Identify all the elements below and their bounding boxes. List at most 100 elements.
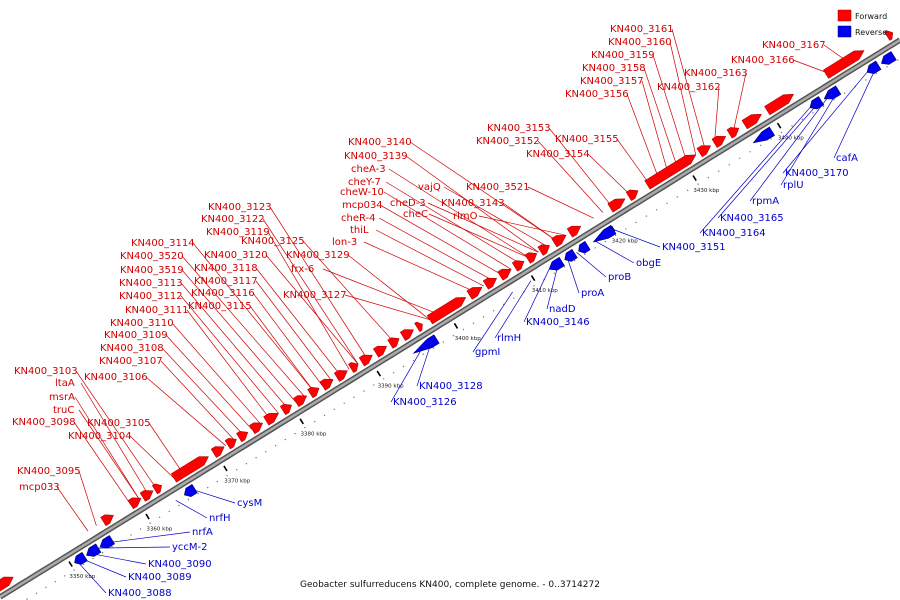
guide-dot — [635, 221, 637, 224]
reverse-gene-label: nadD — [549, 304, 576, 315]
forward-gene-arrow — [127, 497, 142, 510]
kbp-tick-label: 3380 kbp — [301, 431, 327, 437]
kbp-tick-label: 3390 kbp — [378, 384, 404, 390]
guide-dot — [492, 310, 495, 312]
kbp-tick-mark — [223, 465, 228, 472]
forward-gene-label: KN400_3110 — [110, 318, 174, 329]
guide-dot — [645, 215, 648, 217]
forward-leader-line — [302, 240, 395, 343]
forward-leader-line — [714, 86, 720, 144]
guide-dot — [442, 341, 445, 343]
forward-gene-arrow — [466, 287, 483, 300]
reverse-leader-line — [98, 546, 171, 549]
guide-dot — [822, 105, 825, 108]
forward-gene-arrow — [711, 136, 727, 148]
reverse-leader-line — [833, 66, 877, 159]
forward-leader-line — [385, 181, 521, 264]
reverse-leader-line — [192, 489, 236, 504]
forward-gene-label: frx-6 — [291, 264, 314, 275]
forward-gene-label: KN400_3521 — [466, 182, 530, 193]
guide-dot — [697, 183, 699, 185]
forward-gene-label: truC — [53, 405, 74, 416]
forward-gene-arrow — [566, 225, 582, 238]
forward-gene-label: cheD-3 — [390, 198, 426, 209]
reverse-gene-label: KN400_3170 — [785, 168, 849, 179]
forward-gene-arrow — [696, 145, 712, 158]
guide-dot — [111, 546, 113, 548]
forward-gene-arrow — [387, 337, 400, 349]
guide-dot — [343, 402, 345, 404]
guide-dot — [584, 253, 586, 255]
reverse-gene-label: yccM-2 — [172, 542, 208, 553]
forward-leader-line — [548, 127, 613, 208]
forward-leader-line — [75, 370, 157, 489]
reverse-leader-line — [749, 95, 830, 202]
reverse-gene-label: proB — [608, 272, 631, 283]
kbp-tick-mark — [530, 275, 536, 282]
guide-dot — [728, 164, 730, 166]
forward-gene-arrow — [236, 431, 249, 443]
forward-gene-arrow — [279, 403, 293, 416]
kbp-tick-label: 3350 kbp — [69, 574, 95, 580]
forward-gene-label: KN400_3118 — [194, 263, 258, 274]
reverse-leader-line — [494, 280, 532, 339]
forward-leader-line — [171, 322, 262, 425]
forward-gene-arrow — [884, 30, 894, 41]
guide-dot — [323, 414, 326, 417]
reverse-gene-label: KN400_3164 — [702, 228, 766, 239]
forward-gene-label: cheR-4 — [341, 213, 376, 224]
legend-reverse-swatch — [837, 25, 852, 38]
reverse-leader-line — [472, 291, 513, 353]
forward-leader-line — [180, 282, 288, 409]
guide-dot — [73, 569, 75, 571]
forward-gene-label: KN400_3116 — [191, 288, 255, 299]
forward-gene-label: KN400_3105 — [87, 418, 151, 429]
guide-dot — [676, 196, 678, 198]
backbone-line — [0, 38, 900, 599]
forward-leader-line — [160, 360, 235, 441]
forward-leader-line — [80, 382, 149, 495]
kbp-tick-label: 3360 kbp — [146, 527, 172, 533]
guide-dot — [718, 170, 720, 172]
guide-dot — [812, 112, 814, 114]
forward-gene-arrow — [307, 386, 320, 399]
guide-dot — [625, 228, 627, 230]
forward-gene-label: KN400_3095 — [17, 466, 81, 477]
forward-gene-arrow — [0, 576, 14, 592]
reverse-leader-line — [81, 558, 127, 578]
forward-leader-line — [347, 254, 430, 320]
forward-leader-line — [78, 470, 97, 526]
reverse-leader-line — [76, 560, 107, 594]
legend: Forward Reverse — [837, 9, 887, 38]
forward-gene-label: KN400_3520 — [120, 251, 184, 262]
reverse-gene-label: KN400_3151 — [662, 242, 726, 253]
forward-gene-arrow — [399, 329, 414, 342]
reverse-gene-arrow — [592, 224, 617, 243]
forward-gene-label: thiL — [350, 225, 369, 236]
guide-dot — [833, 99, 835, 101]
forward-leader-line — [405, 155, 539, 253]
reverse-gene-arrow — [99, 535, 116, 549]
genome-caption: Geobacter sulfurreducens KN400, complete… — [300, 580, 600, 590]
forward-gene-arrow — [524, 252, 538, 264]
reverse-gene-label: nrfA — [192, 527, 213, 538]
kbp-tick-mark — [299, 418, 304, 425]
forward-leader-line — [56, 486, 89, 532]
forward-gene-label: KN400_3120 — [204, 250, 268, 261]
guide-dot — [482, 316, 485, 318]
guide-dot — [452, 335, 455, 337]
guide-dot — [158, 516, 161, 518]
forward-gene-label: KN400_3119 — [206, 227, 270, 238]
forward-gene-label: KN400_3152 — [476, 136, 540, 147]
guide-dot — [563, 266, 566, 268]
reverse-gene-label: proA — [581, 288, 604, 299]
guide-dot — [574, 259, 576, 262]
forward-gene-arrow — [511, 260, 525, 272]
forward-leader-line — [669, 41, 697, 155]
forward-leader-line — [732, 72, 747, 132]
guide-dot — [178, 504, 180, 507]
guide-dot — [101, 551, 104, 554]
guide-dot — [304, 426, 306, 429]
forward-leader-line — [379, 204, 503, 276]
guide-dot — [255, 457, 257, 459]
